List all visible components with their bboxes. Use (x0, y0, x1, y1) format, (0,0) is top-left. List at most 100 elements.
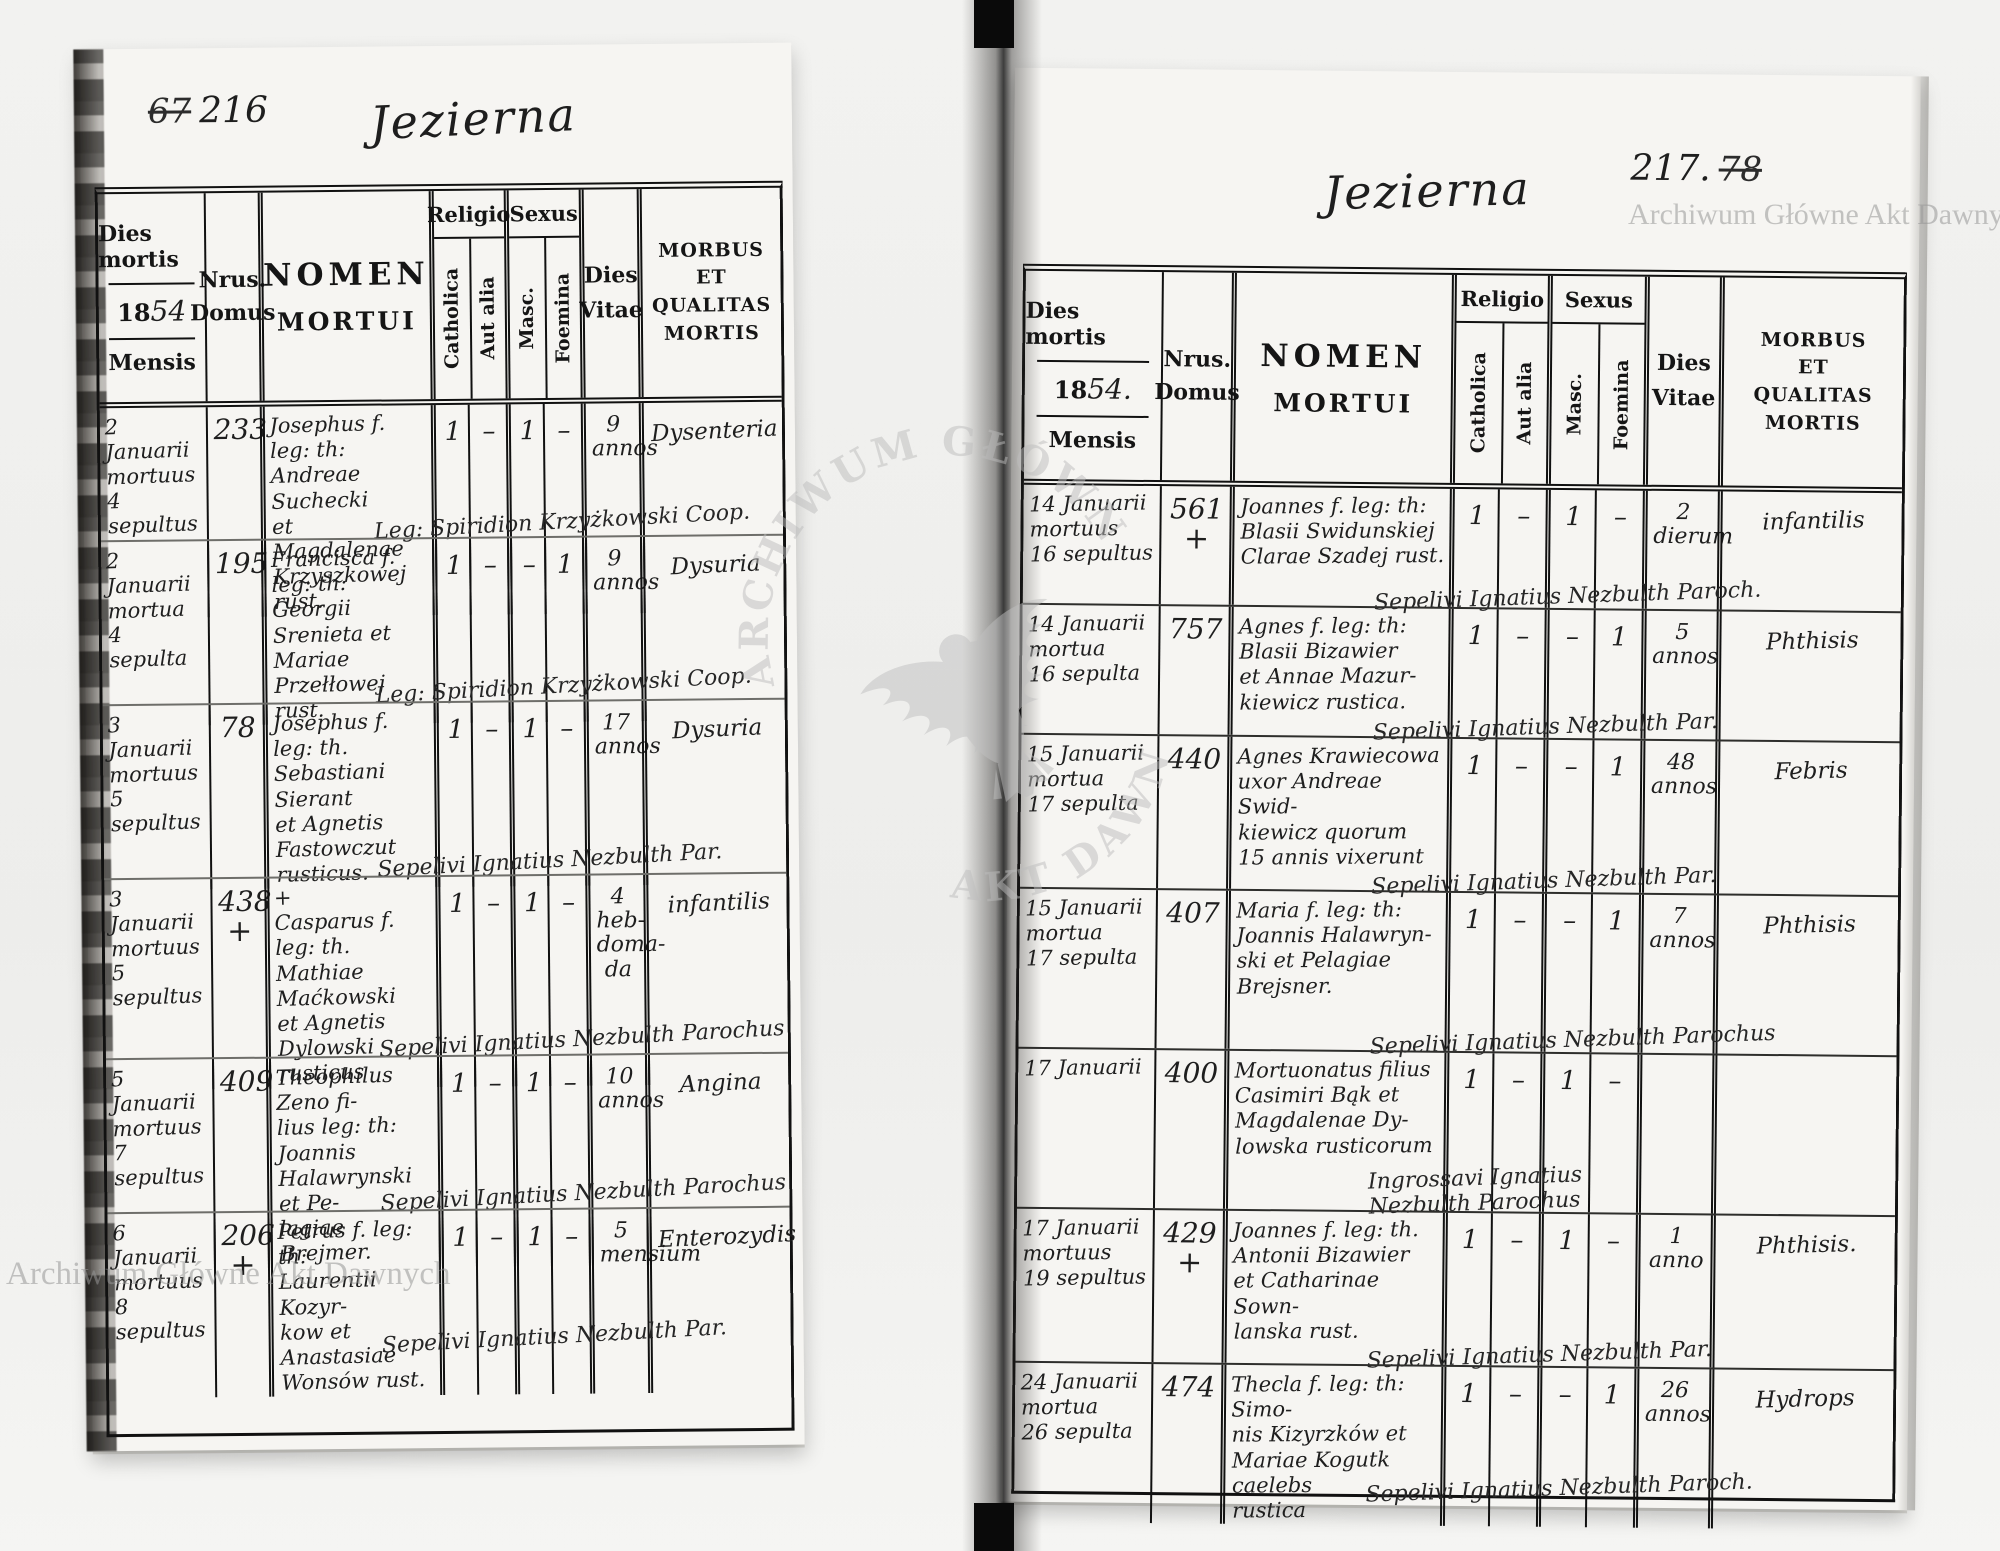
age-cell: 1 anno (1634, 1214, 1711, 1368)
table-row: 3 Januarii mortuus 5 sepultus 78 Josephu… (102, 697, 787, 890)
death-burial-dates: 3 Januarii mortuus 5 sepultus (107, 713, 202, 837)
house-number: 195 (214, 546, 269, 581)
column-header-name: NOMEN MORTUI (257, 191, 431, 401)
deceased-name: Joannes f. leg: th. Antonii Bizawier et … (1233, 1217, 1420, 1344)
house-number-cell: 78 (208, 704, 265, 890)
name-cell: Joannes f. leg: th. Antonii Bizawier et … (1221, 1210, 1443, 1365)
other-faith-mark-cell: – (1492, 893, 1543, 1052)
house-number: 233 (213, 412, 268, 447)
catholic-mark: 1 (447, 714, 465, 745)
table-row: 5 Januarii mortuus 7 sepultus 409 Theoph… (105, 1051, 790, 1269)
cross-mark: + (1176, 1245, 1203, 1281)
column-header-sex: Sexus Masc. Foemina (503, 189, 581, 399)
male-mark-cell: – (1543, 609, 1594, 739)
age-value: 9 annos (591, 412, 659, 462)
female-mark-cell: – (1586, 1214, 1636, 1367)
column-header-religion: Religio Catholica Aut alia (1449, 274, 1549, 484)
other-faith-mark: – (490, 1222, 504, 1253)
male-label: Masc. (515, 286, 539, 350)
disease-value: Phthisis (1765, 627, 1859, 656)
catholic-mark: 1 (1468, 501, 1486, 532)
male-mark: 1 (524, 888, 541, 919)
age-value: 17 annos (594, 710, 661, 760)
death-date-cell: 6 Januarii mortuus 8 sepultus (107, 1213, 214, 1398)
house-number-cell: 400 (1153, 1050, 1225, 1209)
other-faith-mark: – (485, 714, 499, 745)
female-mark: – (1608, 1066, 1622, 1097)
page-number: 67 216 (147, 89, 269, 132)
male-mark: 1 (1565, 501, 1583, 533)
archive-watermark-bottom-left: Archiwum Główne Akt Dawnych (6, 1256, 451, 1292)
female-mark-cell: – (1593, 490, 1643, 609)
female-mark: 1 (556, 549, 574, 580)
age-value: 1 anno (1648, 1224, 1704, 1274)
male-mark: – (1558, 1379, 1572, 1411)
male-mark: 1 (519, 416, 537, 447)
table-row: 17 Januarii 400 Mortuonatus filius Casim… (1016, 1046, 1897, 1220)
female-mark: 1 (1603, 1380, 1621, 1411)
female-mark: 1 (1610, 622, 1628, 653)
catholic-label: Catholica (440, 268, 464, 370)
catholic-label: Catholica (1466, 352, 1490, 454)
male-mark: 1 (1559, 1065, 1577, 1097)
female-mark: – (560, 713, 574, 744)
catholic-mark-cell: 1 (1439, 1366, 1490, 1527)
house-number-cell: 474 (1150, 1364, 1222, 1524)
death-date-cell: 3 Januarii mortuus 5 sepultus (103, 705, 210, 890)
age-value: 26 annos (1644, 1377, 1712, 1428)
struck-page-number: 78 (1718, 149, 1763, 190)
male-mark-cell: 1 (513, 1209, 553, 1395)
catholic-mark: 1 (1460, 1379, 1478, 1410)
female-mark-cell: 1 (1589, 894, 1639, 1053)
male-mark: – (1564, 751, 1578, 783)
catholic-mark: 1 (449, 888, 466, 919)
catholic-mark-cell: 1 (433, 702, 473, 888)
house-number: 400 (1164, 1056, 1219, 1090)
disease-cell: Enterozydis (646, 1207, 796, 1394)
death-burial-dates: 2 Januarii mortuus 4 sepultus (104, 415, 199, 539)
deceased-name: Petrus f. leg: th: Laurentii Kozyr- kow … (277, 1216, 426, 1396)
male-label: Masc. (1563, 372, 1587, 436)
age-cell: 5 annos (1640, 610, 1719, 740)
column-header-house-number: Nrus. Domus (1154, 272, 1240, 481)
male-mark-cell: 1 (1539, 1053, 1590, 1213)
disease-cell: Hydrops (1707, 1369, 1894, 1531)
right-page-head: 217. 78 Jezierna (1014, 138, 1920, 221)
other-faith-mark-cell: – (1489, 1213, 1540, 1366)
table-header: Dies mortis 1854. Mensis Nrus. Domus NOM… (1023, 270, 1904, 494)
column-header-disease: MORBUS ET QUALITAS MORTIS (636, 187, 782, 398)
catholic-mark-cell: 1 (1441, 1212, 1492, 1366)
female-mark-cell: 1 (1584, 1368, 1635, 1528)
age-value (1648, 1061, 1708, 1066)
table-row: 17 Januarii mortuus 19 sepultus 429 + Joa… (1015, 1206, 1895, 1374)
deceased-name: Joannes f. leg: th: Blasii Swidunskiej C… (1240, 493, 1445, 570)
death-burial-dates: 2 Januarii mortua 4 sepulta (105, 549, 192, 673)
disease-cell: Phthisis (1715, 611, 1901, 742)
death-date-cell: 2 Januarii mortua 4 sepulta (101, 541, 208, 726)
age-value: 4 heb- doma- da (596, 884, 666, 983)
age-cell: 17 annos (583, 701, 661, 886)
catholic-mark-cell: 1 (1442, 1052, 1493, 1212)
spine-tab-top (974, 0, 1014, 48)
other-faith-mark-cell: – (1491, 1053, 1541, 1212)
name-cell: Maria f. leg: th: Joannis Halawryn- ski … (1224, 890, 1446, 1051)
male-mark-cell: – (1540, 893, 1591, 1053)
age-value: 5 annos (1652, 620, 1719, 670)
other-faith-mark: – (1511, 1065, 1526, 1096)
disease-cell: infantilis (1716, 491, 1902, 612)
male-mark: – (1563, 905, 1577, 937)
other-faith-mark: – (1510, 1225, 1524, 1256)
deceased-name: Agnes f. leg: th: Blasii Bizawier et Ann… (1239, 613, 1417, 715)
other-faith-mark-cell: – (1495, 609, 1546, 738)
age-cell: 2 dierum (1641, 490, 1733, 610)
catholic-mark: 1 (445, 550, 463, 581)
male-mark: 1 (525, 1068, 543, 1099)
other-faith-mark-cell: – (1496, 489, 1547, 608)
divider (108, 281, 195, 285)
cross-mark: + (1183, 521, 1210, 557)
male-mark: 1 (527, 1222, 545, 1253)
table-row: 24 Januarii mortua 26 sepulta 474 Thecla… (1014, 1360, 1894, 1531)
disease-value: infantilis (666, 888, 771, 919)
catholic-mark-cell: 1 (1445, 738, 1496, 892)
